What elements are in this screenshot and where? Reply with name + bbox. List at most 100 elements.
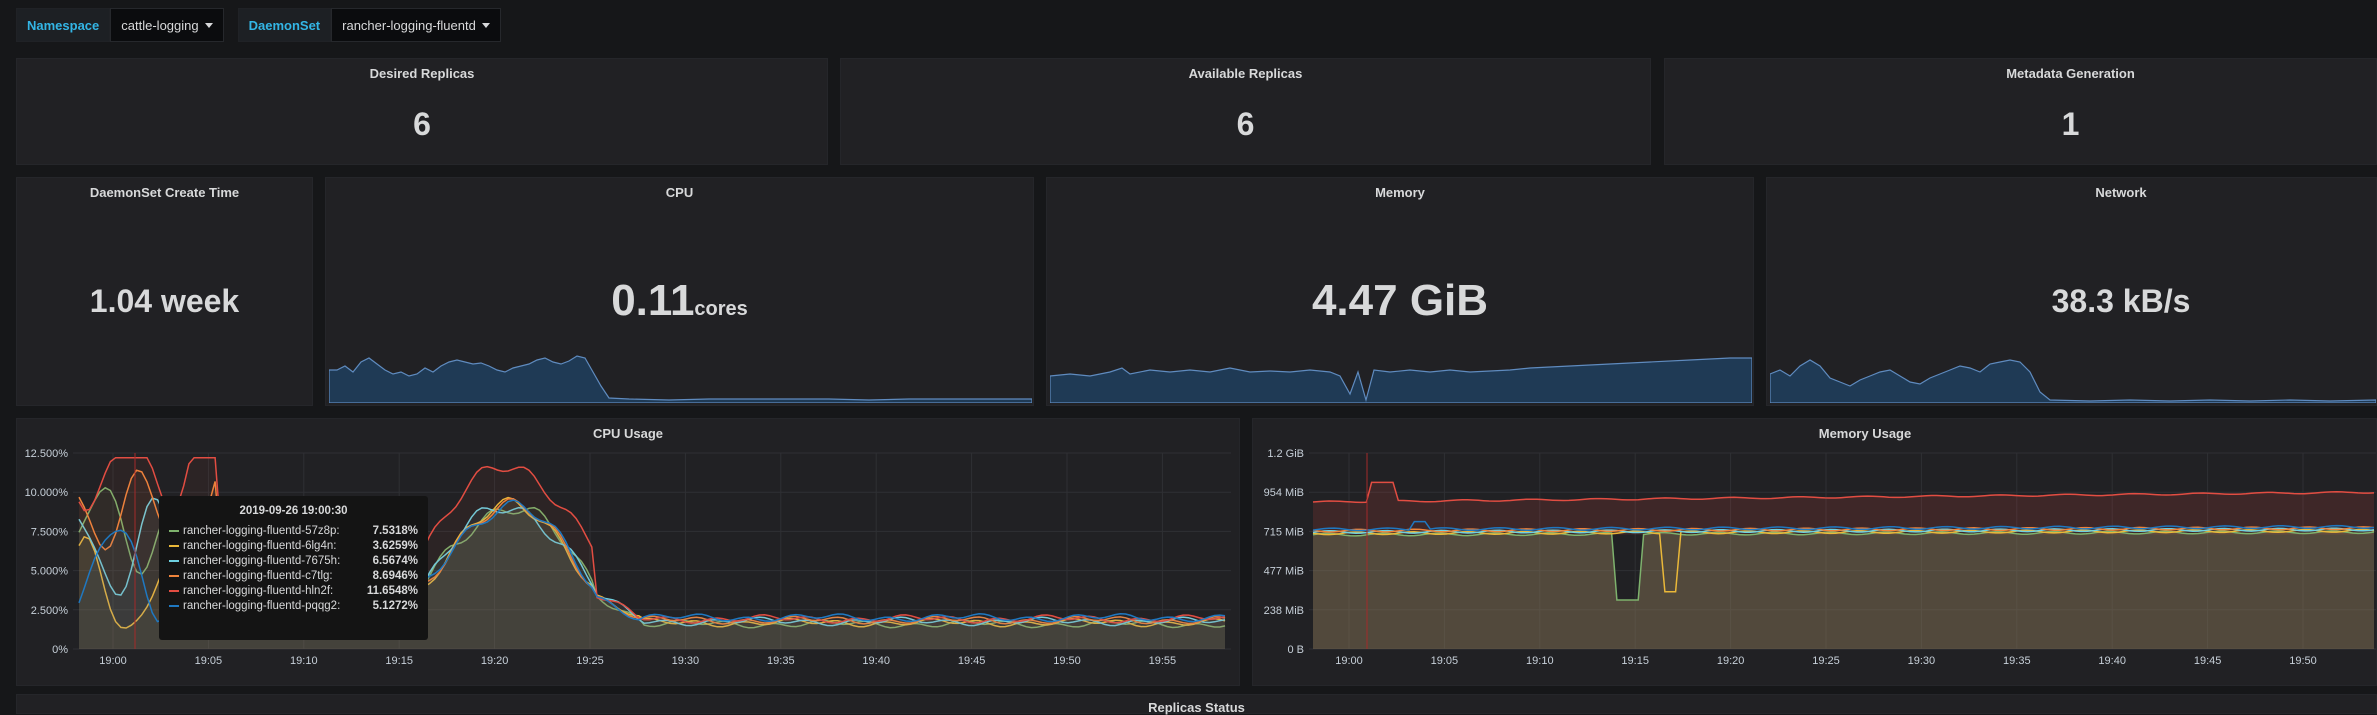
x-tick-label: 19:45 — [2194, 655, 2222, 667]
stat-value: 1.04 week — [89, 283, 240, 319]
x-tick-label: 19:55 — [1149, 655, 1177, 667]
sparkline-area — [1050, 357, 1752, 403]
y-tick-label: 715 MiB — [1264, 526, 1304, 538]
x-tick-label: 19:10 — [290, 655, 318, 667]
series-swatch — [169, 559, 179, 562]
daemonset-create-time-panel: DaemonSet Create Time 1.04 week — [16, 177, 313, 406]
available-replicas-panel: Available Replicas 6 — [840, 58, 1651, 165]
series-name: rancher-logging-fluentd-c7tlg: — [183, 569, 333, 582]
tooltip-row: rancher-logging-fluentd-hln2f: 11.6548% — [169, 583, 418, 598]
series-value: 7.5318% — [372, 524, 418, 537]
series-name: rancher-logging-fluentd-57z8p: — [183, 524, 340, 537]
stat-value: 6 — [1236, 106, 1255, 142]
panel-title: Replicas Status — [1148, 700, 1245, 715]
stat-value: 0.11cores — [326, 276, 1033, 326]
y-tick-label: 0 B — [1287, 644, 1304, 656]
panel-title: Desired Replicas — [369, 66, 475, 81]
memory-usage-panel: Memory Usage 1.2 GiB 954 MiB 715 MiB 477 Mi… — [1252, 418, 2377, 686]
memory-panel: Memory 4.47 GiB — [1046, 177, 1754, 406]
x-tick-label: 19:25 — [576, 655, 604, 667]
panel-title: Memory Usage — [1818, 426, 1912, 441]
replicas-status-panel: Replicas Status — [16, 694, 2377, 715]
panel-title: Metadata Generation — [2006, 66, 2135, 81]
tooltip-row: rancher-logging-fluentd-c7tlg: 8.6946% — [169, 568, 418, 583]
tooltip-rows: rancher-logging-fluentd-57z8p: 7.5318% ran… — [169, 523, 418, 613]
daemonset-label: DaemonSet — [237, 8, 332, 42]
y-tick-label: 477 MiB — [1264, 566, 1304, 578]
series-line — [1312, 526, 2375, 533]
series-line — [1312, 528, 2375, 593]
y-tick-label: 2.500% — [31, 605, 69, 617]
panel-title: Network — [2095, 185, 2147, 200]
x-tick-label: 19:35 — [767, 655, 795, 667]
cpu-sparkline — [329, 355, 1032, 403]
x-tick-label: 19:05 — [195, 655, 223, 667]
x-tick-label: 19:50 — [2289, 655, 2317, 667]
series-swatch — [169, 529, 179, 532]
sparkline-area — [1770, 359, 2376, 403]
cpu-panel: CPU 0.11cores — [325, 177, 1034, 406]
daemonset-dropdown[interactable]: rancher-logging-fluentd — [331, 8, 501, 42]
tooltip-row: rancher-logging-fluentd-57z8p: 7.5318% — [169, 523, 418, 538]
series-value: 5.1272% — [372, 599, 418, 612]
y-tick-label: 0% — [52, 644, 68, 656]
series-name: rancher-logging-fluentd-pqqg2: — [183, 599, 341, 612]
x-tick-label: 19:00 — [99, 655, 127, 667]
series-swatch — [169, 544, 179, 547]
desired-replicas-panel: Desired Replicas 6 — [16, 58, 828, 165]
x-tick-label: 19:00 — [1335, 655, 1363, 667]
series-swatch — [169, 574, 179, 577]
series-value: 6.5674% — [372, 554, 418, 567]
stat-value: 1 — [2061, 106, 2080, 142]
daemonset-variable: DaemonSet rancher-logging-fluentd — [237, 8, 501, 42]
y-tick-label: 5.000% — [31, 566, 69, 578]
tooltip-row: rancher-logging-fluentd-pqqg2: 5.1272% — [169, 598, 418, 613]
x-tick-label: 19:10 — [1526, 655, 1554, 667]
x-tick-label: 19:40 — [2098, 655, 2126, 667]
x-tick-label: 19:40 — [862, 655, 890, 667]
metadata-generation-panel: Metadata Generation 1 — [1664, 58, 2377, 165]
panel-title: CPU Usage — [592, 426, 664, 441]
daemonset-value: rancher-logging-fluentd — [342, 17, 476, 33]
panel-title: CPU — [665, 185, 694, 200]
x-tick-label: 19:20 — [1717, 655, 1745, 667]
stat-value: 4.47 GiB — [1311, 276, 1489, 325]
stat-value: 38.3 kB/s — [2051, 283, 2191, 319]
cpu-value: 0.11 — [611, 276, 695, 325]
tooltip-time: 2019-09-26 19:00:30 — [239, 505, 348, 517]
series-value: 11.6548% — [366, 584, 418, 597]
y-tick-label: 12.500% — [25, 448, 69, 460]
x-tick-label: 19:05 — [1431, 655, 1459, 667]
x-tick-label: 19:25 — [1812, 655, 1840, 667]
x-tick-label: 19:50 — [1053, 655, 1081, 667]
x-tick-label: 19:15 — [385, 655, 413, 667]
series-swatch — [169, 604, 179, 607]
series-line — [1312, 481, 2375, 504]
x-tick-label: 19:45 — [958, 655, 986, 667]
sparkline-area — [329, 355, 1032, 403]
panel-title: DaemonSet Create Time — [89, 185, 240, 200]
y-tick-label: 238 MiB — [1264, 605, 1304, 617]
namespace-dropdown[interactable]: cattle-logging — [110, 8, 224, 42]
tooltip-row: rancher-logging-fluentd-7675h: 6.5674% — [169, 553, 418, 568]
y-tick-label: 954 MiB — [1264, 487, 1304, 499]
series-line — [1312, 520, 2375, 532]
y-tick-label: 7.500% — [31, 526, 69, 538]
panel-title: Memory — [1375, 185, 1425, 200]
namespace-label: Namespace — [16, 8, 111, 42]
memory-sparkline — [1050, 357, 1752, 403]
series-name: rancher-logging-fluentd-6lg4n: — [183, 539, 337, 552]
memory-usage-chart[interactable]: 1.2 GiB 954 MiB 715 MiB 477 MiB 238 MiB 0 B 19… — [1253, 419, 2377, 686]
series-name: rancher-logging-fluentd-7675h: — [183, 554, 341, 567]
network-panel: Network 38.3 kB/s — [1766, 177, 2377, 406]
series-name: rancher-logging-fluentd-hln2f: — [183, 584, 334, 597]
tooltip-row: rancher-logging-fluentd-6lg4n: 3.6259% — [169, 538, 418, 553]
series-area — [1313, 530, 2374, 649]
x-tick-label: 19:20 — [481, 655, 509, 667]
caret-down-icon — [481, 22, 490, 28]
panel-title: Available Replicas — [1188, 66, 1303, 81]
series-value: 8.6946% — [372, 569, 418, 582]
series-value: 3.6259% — [372, 539, 418, 552]
network-sparkline — [1770, 359, 2376, 403]
x-tick-label: 19:35 — [2003, 655, 2031, 667]
